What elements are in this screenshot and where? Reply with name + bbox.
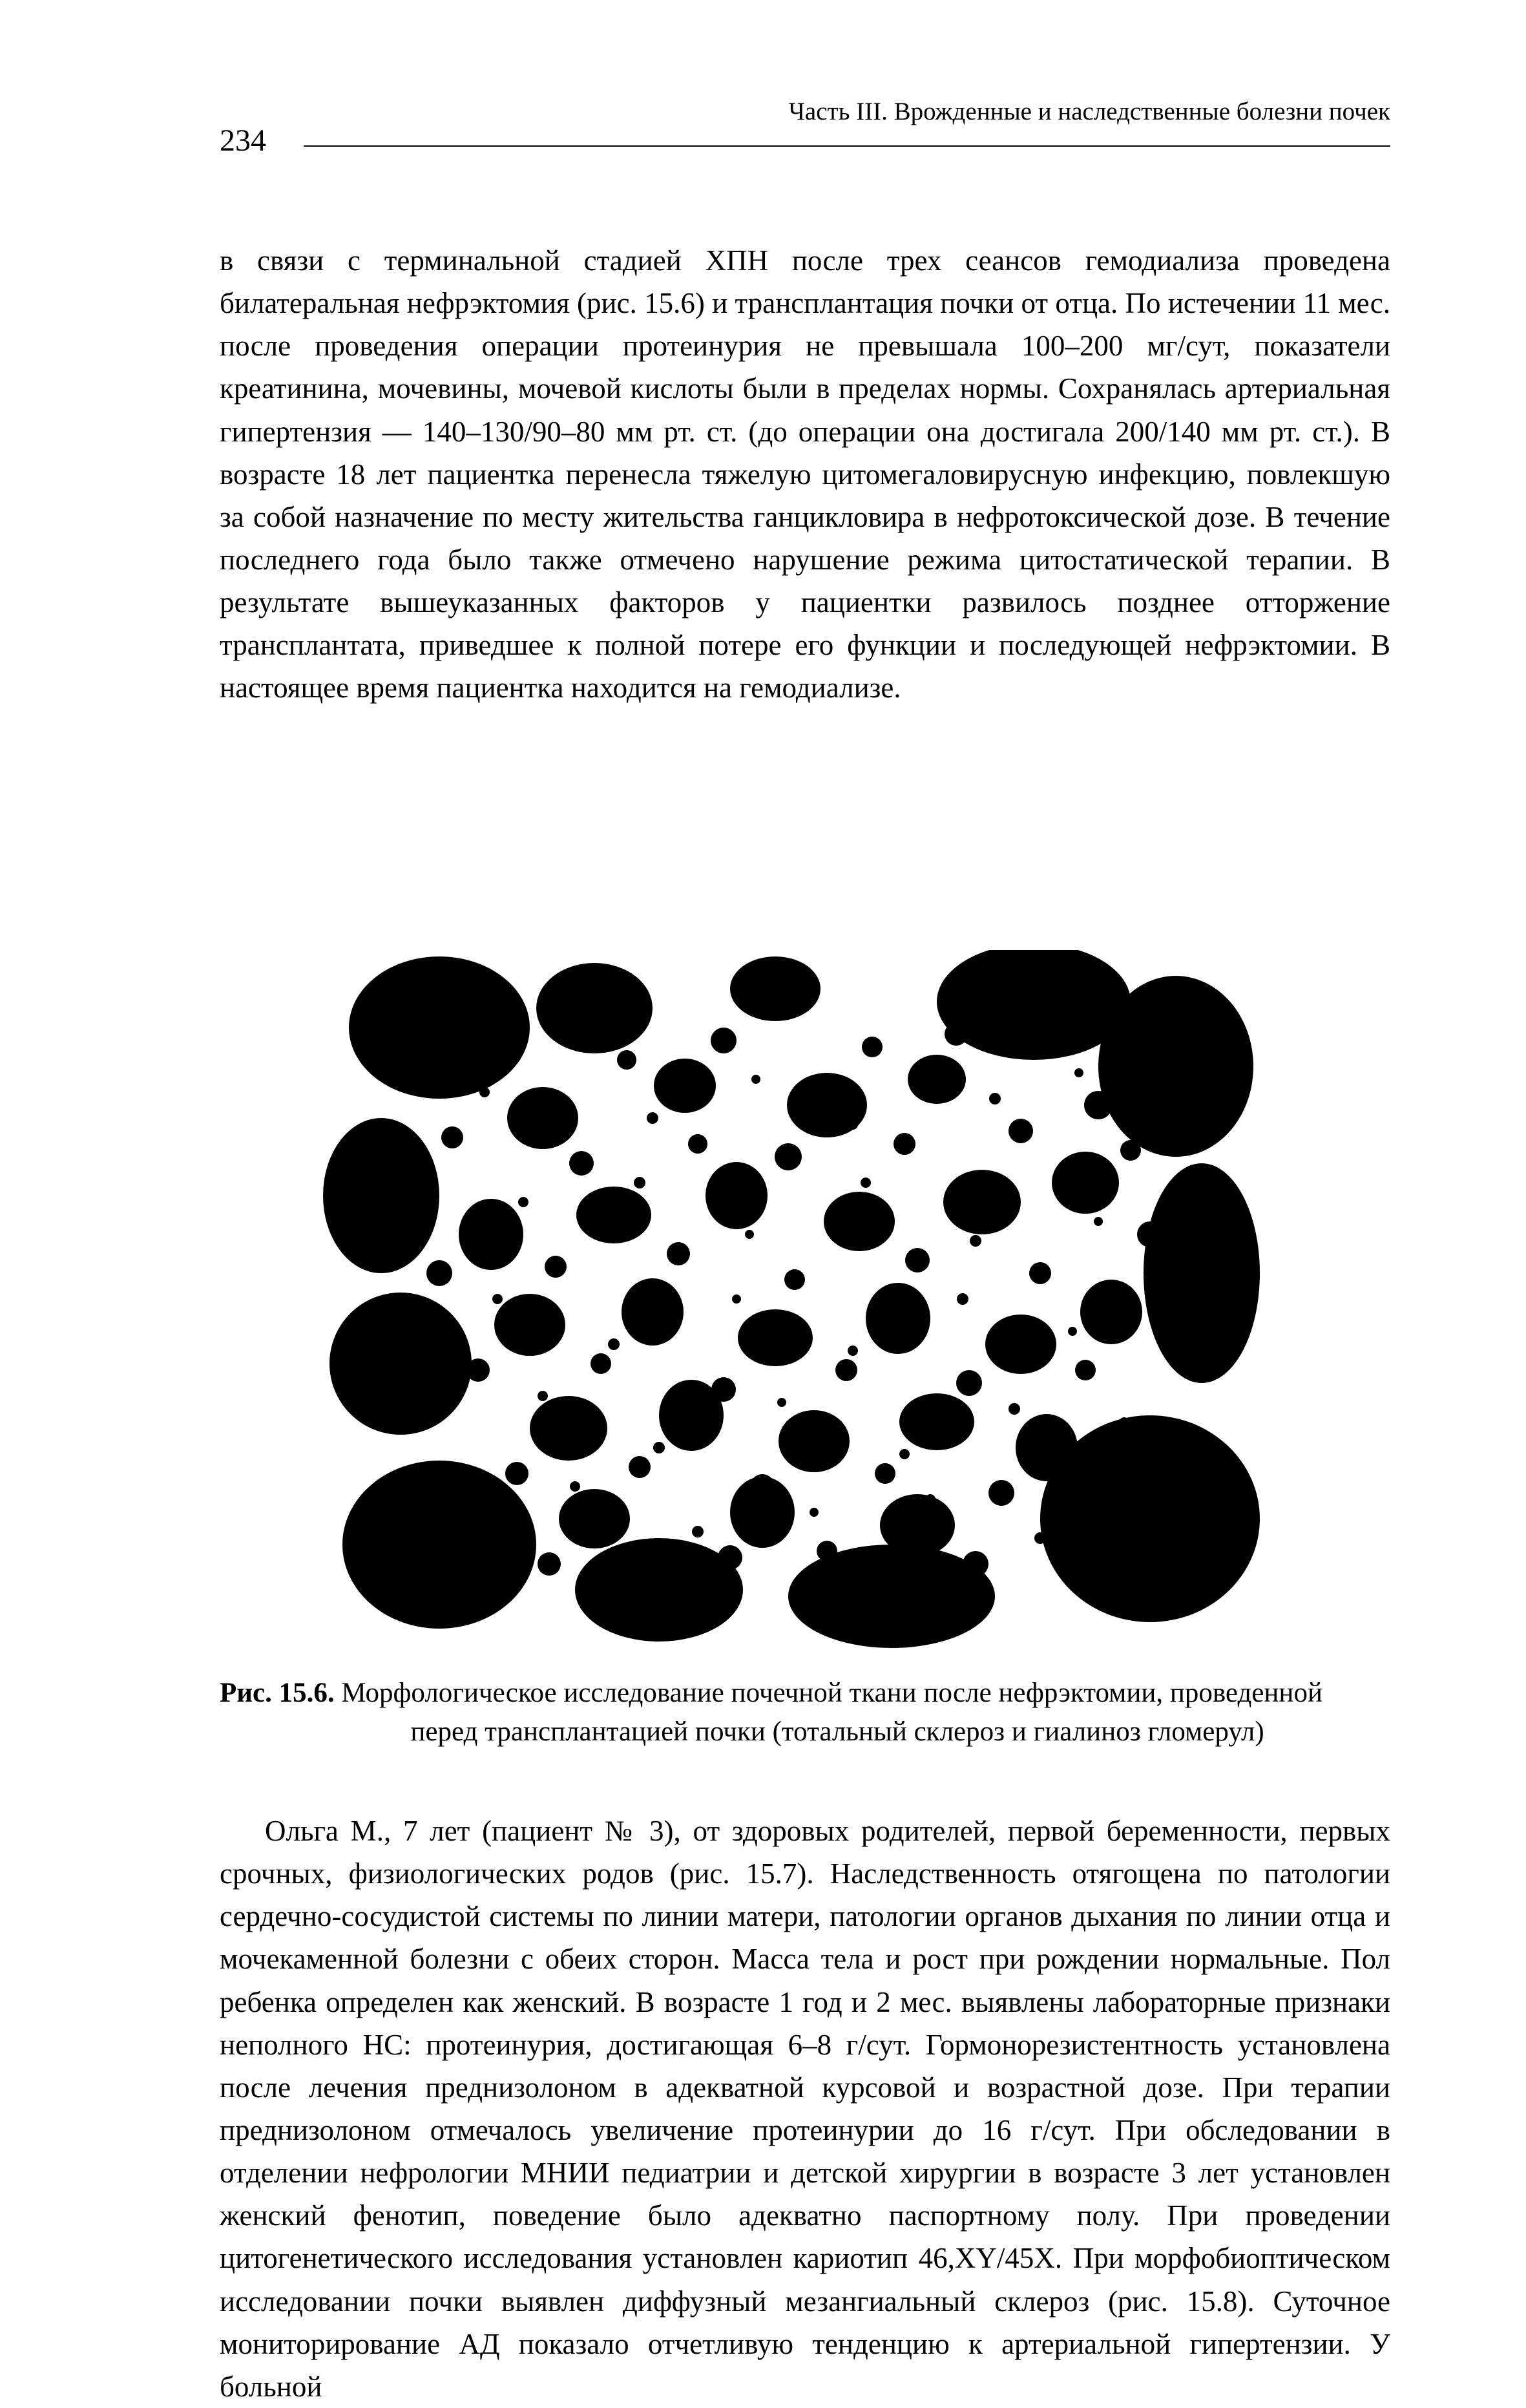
paragraph-1: в связи с терминальной стадией ХПН после…: [220, 239, 1390, 710]
page-number: 234: [220, 123, 266, 158]
figure-caption-text-2: перед трансплантацией почки (тотальный с…: [220, 1713, 1390, 1751]
figure-label: Рис. 15.6.: [220, 1678, 335, 1708]
figure-image: [323, 950, 1260, 1648]
running-header: Часть III. Врожденные и наследственные б…: [789, 97, 1390, 126]
histology-micrograph: [323, 950, 1260, 1648]
figure-caption-text-1: Морфологическое исследование почечной тк…: [335, 1678, 1322, 1708]
header-rule: [304, 145, 1390, 147]
figure-15-6: [323, 950, 1260, 1648]
paragraph-2: Ольга М., 7 лет (пациент № 3), от здоров…: [220, 1810, 1390, 2408]
figure-caption: Рис. 15.6. Морфологическое исследование …: [220, 1674, 1390, 1751]
